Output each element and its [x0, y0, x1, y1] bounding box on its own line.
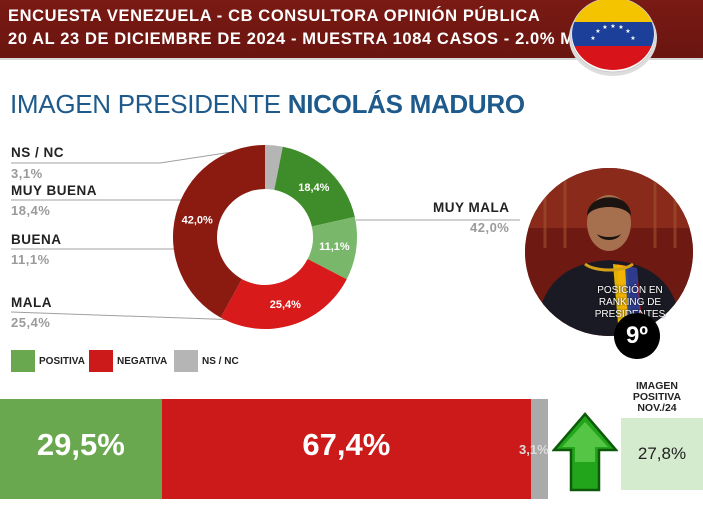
value-mala: 25,4% [11, 315, 51, 330]
legend-label-positiva: POSITIVA [39, 355, 85, 367]
legend-negativa: NEGATIVA [89, 350, 167, 372]
bar-value-label: 67,4% [302, 427, 391, 462]
legend-swatch-negativa [89, 350, 113, 372]
legend-swatch-nsnc [174, 350, 198, 372]
bar-segment-positiva: 29,5% [0, 399, 162, 499]
svg-text:★: ★ [630, 35, 635, 42]
donut-label: 25,4% [270, 299, 301, 311]
legend-label-nsnc: NS / NC [202, 355, 239, 367]
donut-label: 42,0% [182, 215, 213, 227]
leader-lines [10, 151, 520, 321]
value-nsnc: 3,1% [11, 166, 43, 181]
label-muy-buena: MUY BUENA [11, 183, 98, 198]
label-buena: BUENA [11, 232, 62, 247]
title-prefix: IMAGEN PRESIDENTE [10, 89, 288, 119]
donut-slice-ns-nc [265, 145, 283, 190]
label-nsnc: NS / NC [11, 145, 65, 160]
up-arrow-icon [552, 412, 618, 492]
bar-value-label: 29,5% [36, 427, 125, 462]
legend-swatch-positiva [11, 350, 35, 372]
positive-image-value: 27,8% [621, 418, 703, 490]
legend-label-negativa: NEGATIVA [117, 355, 168, 367]
donut-label: 18,4% [298, 182, 329, 194]
svg-text:★: ★ [595, 28, 600, 35]
svg-text:★: ★ [625, 28, 630, 35]
donut-slice-muy-mala [173, 145, 265, 318]
label-mala: MALA [11, 295, 52, 310]
bar-value-label: 3,1% [519, 442, 549, 457]
label-muy-mala: MUY MALA [433, 200, 510, 215]
ranking-badge: 9º [614, 313, 660, 359]
bar-segment-negativa: 67,4% [161, 399, 531, 499]
svg-text:★: ★ [590, 35, 595, 42]
value-muy-mala: 42,0% [470, 220, 510, 235]
positive-image-title: IMAGEN POSITIVA NOV./24 [632, 380, 682, 414]
survey-details: 20 AL 23 DE DICIEMBRE DE 2024 - MUESTRA … [8, 30, 597, 48]
bar-segment-ns-nc: 3,1% [519, 399, 549, 499]
value-muy-buena: 18,4% [11, 203, 51, 218]
svg-text:★: ★ [602, 24, 607, 31]
donut-slice-mala [220, 259, 347, 329]
venezuela-flag-icon: ★★★ ★ ★★ ★ [569, 0, 657, 76]
legend-positiva: POSITIVA [11, 350, 85, 372]
survey-title: ENCUESTA VENEZUELA - CB CONSULTORA OPINI… [8, 7, 541, 25]
value-buena: 11,1% [11, 252, 50, 267]
title-name: NICOLÁS MADURO [287, 89, 525, 119]
donut-slice-muy-buena [274, 146, 355, 227]
page-title: IMAGEN PRESIDENTE NICOLÁS MADURO [10, 89, 525, 120]
legend-nsnc: NS / NC [174, 350, 239, 372]
donut-label: 11,1% [319, 241, 350, 253]
svg-text:★: ★ [610, 23, 615, 30]
donut-slice-buena [307, 216, 357, 280]
svg-text:★: ★ [618, 24, 623, 31]
